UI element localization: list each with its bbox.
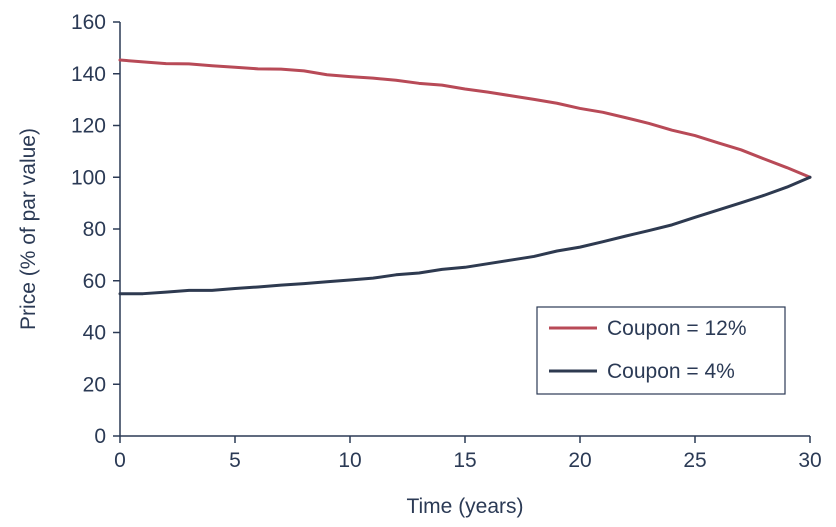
- legend-box: [536, 306, 786, 395]
- y-axis-title-group: Price (% of par value): [17, 128, 40, 330]
- y-tick-label: 120: [71, 115, 106, 138]
- x-tick-label: 0: [114, 449, 126, 472]
- y-tick-label: 100: [71, 166, 106, 189]
- y-axis-title: Price (% of par value): [17, 128, 40, 330]
- x-axis-title: Time (years): [406, 495, 523, 518]
- series-line-coupon-4: [118, 175, 812, 296]
- axes: 0 20 40 60 80 100 120 140 160 0 5 10 15 20 25 30: [71, 11, 822, 472]
- y-tick-label: 140: [71, 63, 106, 86]
- series-layer: [118, 58, 812, 296]
- y-tick-label: 160: [71, 11, 106, 34]
- legend: Coupon = 12% Coupon = 4%: [536, 306, 786, 395]
- x-tick-label: 5: [229, 449, 241, 472]
- series-line-coupon-12: [118, 58, 812, 179]
- x-tick-label: 15: [453, 449, 476, 472]
- y-tick-label: 40: [83, 322, 106, 345]
- legend-label-coupon-12: Coupon = 12%: [607, 317, 747, 340]
- y-tick-label: 80: [83, 218, 106, 241]
- y-tick-label: 0: [94, 425, 106, 448]
- x-tick-label: 30: [798, 449, 821, 472]
- legend-label-coupon-4: Coupon = 4%: [607, 360, 735, 383]
- y-tick-label: 60: [83, 270, 106, 293]
- x-tick-label: 10: [338, 449, 361, 472]
- x-tick-label: 20: [568, 449, 591, 472]
- y-tick-label: 20: [83, 373, 106, 396]
- x-tick-label: 25: [683, 449, 706, 472]
